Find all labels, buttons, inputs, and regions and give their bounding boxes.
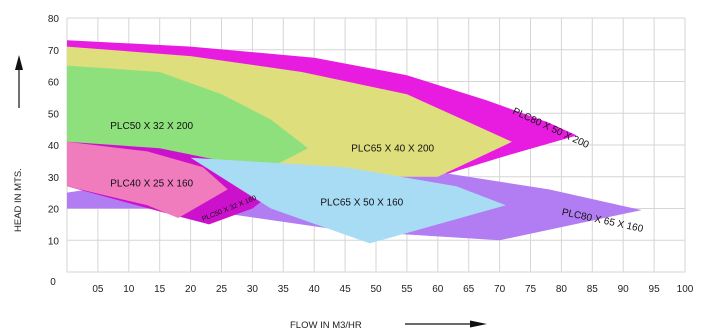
x-tick-label-12: 60: [432, 284, 444, 295]
y-tick-label-5: 50: [48, 109, 60, 120]
y-tick-label-7: 70: [48, 46, 60, 57]
y-axis-title: HEAD IN MTS.: [13, 168, 24, 232]
x-tick-label-15: 75: [525, 284, 537, 295]
x-tick-label-7: 35: [278, 284, 290, 295]
y-tick-label-3: 30: [48, 173, 60, 184]
x-tick-label-16: 80: [556, 284, 568, 295]
y-tick-label-8: 80: [48, 14, 60, 25]
x-axis-title-group: FLOW IN M3/HR: [290, 320, 487, 331]
x-tick-label-4: 20: [185, 284, 197, 295]
x-tick-label-11: 55: [401, 284, 413, 295]
region-label-6: PLC65 X 50 X 160: [320, 197, 403, 208]
x-tick-label-5: 25: [216, 284, 228, 295]
x-tick-labels: 0 05 10 15 20 25 30 35 40 45 50 55 60 65 70 75 80 85 90 95 1…: [50, 277, 694, 295]
y-tick-label-6: 60: [48, 78, 60, 89]
x-tick-label-10: 50: [370, 284, 382, 295]
x-tick-label-19: 95: [649, 284, 661, 295]
x-tick-label-1: 05: [92, 284, 104, 295]
x-tick-label-8: 40: [309, 284, 321, 295]
x-tick-label-3: 15: [154, 284, 166, 295]
pump-regions: [67, 40, 642, 244]
y-axis-title-group: HEAD IN MTS.: [13, 55, 24, 232]
x-tick-label-0: 0: [50, 277, 56, 288]
region-6: [190, 157, 506, 244]
region-label-3: PLC50 X 32 X 200: [110, 121, 193, 132]
x-tick-label-9: 45: [340, 284, 352, 295]
y-tick-label-4: 40: [48, 141, 60, 152]
x-tick-label-2: 10: [123, 284, 135, 295]
y-axis-arrow-head: [15, 55, 23, 70]
y-tick-labels: 10 20 30 40 50 60 70 80: [48, 14, 60, 247]
region-5: [67, 141, 228, 218]
region-label-2: PLC65 X 40 X 200: [351, 143, 434, 154]
region-label-5: PLC40 X 25 X 160: [110, 178, 193, 189]
x-axis-title: FLOW IN M3/HR: [290, 320, 362, 331]
region-3: [67, 65, 308, 165]
y-tick-label-2: 20: [48, 205, 60, 216]
x-tick-label-20: 100: [677, 284, 694, 295]
x-tick-label-13: 65: [463, 284, 475, 295]
x-axis-arrow-head: [470, 320, 487, 328]
y-tick-label-1: 10: [48, 236, 60, 247]
x-tick-label-6: 30: [247, 284, 259, 295]
x-tick-label-18: 90: [618, 284, 630, 295]
x-tick-label-17: 85: [587, 284, 599, 295]
x-tick-label-14: 70: [494, 284, 506, 295]
